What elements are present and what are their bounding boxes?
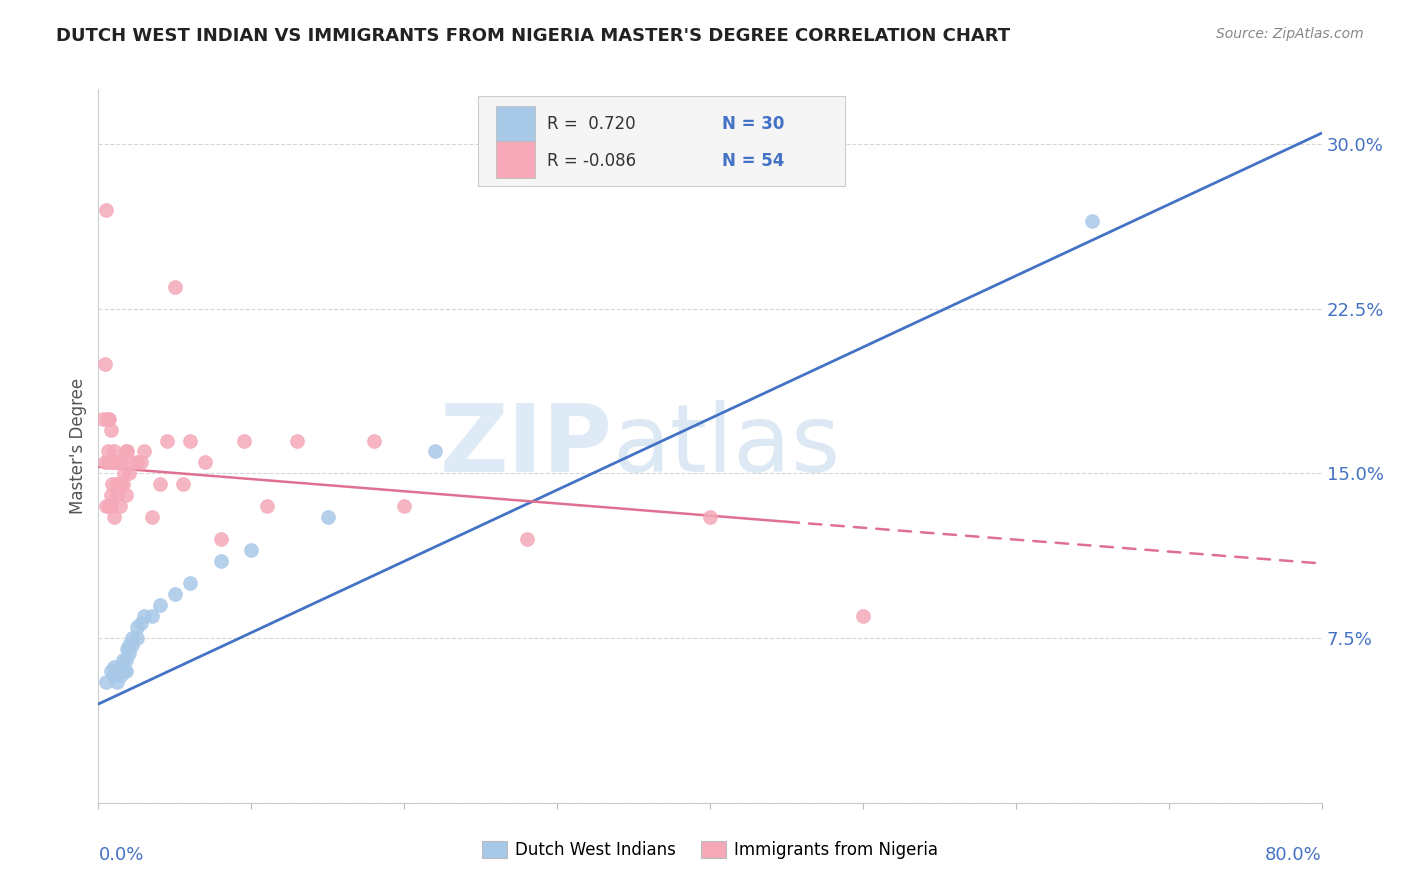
Point	[100, 488, 122, 502]
Point	[103, 455, 125, 469]
Point	[111, 653, 134, 667]
Point	[179, 434, 201, 448]
Point	[316, 510, 339, 524]
Point	[232, 434, 254, 448]
Y-axis label: Master's Degree: Master's Degree	[69, 378, 87, 514]
Point	[98, 500, 121, 514]
Point	[115, 488, 138, 502]
Point	[1081, 214, 1104, 228]
Text: 0.0%: 0.0%	[98, 846, 143, 863]
Point	[179, 576, 201, 591]
Point	[852, 609, 875, 624]
Point	[129, 455, 152, 469]
Point	[97, 455, 120, 469]
Text: R =  0.720: R = 0.720	[547, 115, 636, 133]
Point	[103, 668, 125, 682]
Point	[110, 477, 132, 491]
Text: N = 54: N = 54	[723, 152, 785, 169]
Point	[118, 647, 141, 661]
Point	[149, 598, 172, 612]
Point	[285, 434, 308, 448]
Point	[209, 533, 232, 547]
Text: Source: ZipAtlas.com: Source: ZipAtlas.com	[1216, 27, 1364, 41]
Point	[100, 423, 122, 437]
Text: ZIP: ZIP	[439, 400, 612, 492]
Point	[141, 609, 163, 624]
Point	[101, 455, 124, 469]
Point	[516, 533, 538, 547]
Point	[194, 455, 217, 469]
Point	[699, 510, 721, 524]
Point	[115, 653, 138, 667]
Point	[163, 587, 186, 601]
Point	[129, 615, 152, 630]
Point	[94, 500, 117, 514]
Point	[115, 444, 138, 458]
Point	[363, 434, 385, 448]
Point	[115, 664, 138, 678]
Point	[163, 280, 186, 294]
Point	[117, 444, 139, 458]
Point	[105, 675, 128, 690]
Point	[156, 434, 179, 448]
Point	[104, 455, 127, 469]
Point	[105, 477, 128, 491]
Point	[121, 638, 143, 652]
Point	[392, 500, 416, 514]
Point	[240, 543, 263, 558]
Point	[121, 631, 143, 645]
Point	[172, 477, 194, 491]
Text: N = 30: N = 30	[723, 115, 785, 133]
Point	[256, 500, 278, 514]
Point	[98, 500, 121, 514]
Point	[98, 411, 121, 425]
Point	[423, 444, 446, 458]
Text: 80.0%: 80.0%	[1265, 846, 1322, 863]
Point	[141, 510, 163, 524]
Point	[104, 455, 127, 469]
Legend: Dutch West Indians, Immigrants from Nigeria: Dutch West Indians, Immigrants from Nige…	[475, 834, 945, 866]
Point	[91, 411, 114, 425]
Point	[103, 659, 125, 673]
Point	[107, 455, 129, 469]
FancyBboxPatch shape	[496, 105, 536, 143]
FancyBboxPatch shape	[496, 141, 536, 178]
Text: DUTCH WEST INDIAN VS IMMIGRANTS FROM NIGERIA MASTER'S DEGREE CORRELATION CHART: DUTCH WEST INDIAN VS IMMIGRANTS FROM NIG…	[56, 27, 1011, 45]
Point	[103, 444, 125, 458]
Point	[209, 554, 232, 568]
Point	[125, 620, 148, 634]
Point	[97, 444, 120, 458]
Point	[112, 664, 135, 678]
FancyBboxPatch shape	[478, 96, 845, 186]
Point	[101, 477, 124, 491]
Point	[121, 455, 143, 469]
Point	[93, 455, 115, 469]
Point	[103, 510, 125, 524]
Point	[117, 642, 139, 657]
Point	[118, 638, 141, 652]
Point	[125, 631, 148, 645]
Text: R = -0.086: R = -0.086	[547, 152, 637, 169]
Point	[110, 668, 132, 682]
Point	[134, 609, 156, 624]
Point	[94, 202, 117, 217]
Point	[125, 455, 148, 469]
Point	[110, 455, 132, 469]
Point	[94, 675, 117, 690]
Point	[149, 477, 172, 491]
Point	[108, 500, 131, 514]
Point	[134, 444, 156, 458]
Point	[112, 467, 135, 481]
Point	[100, 500, 122, 514]
Text: atlas: atlas	[612, 400, 841, 492]
Point	[110, 659, 132, 673]
Point	[105, 664, 128, 678]
Point	[107, 477, 129, 491]
Point	[97, 411, 120, 425]
Point	[111, 477, 134, 491]
Point	[118, 467, 141, 481]
Point	[100, 664, 122, 678]
Point	[93, 357, 115, 371]
Point	[105, 488, 128, 502]
